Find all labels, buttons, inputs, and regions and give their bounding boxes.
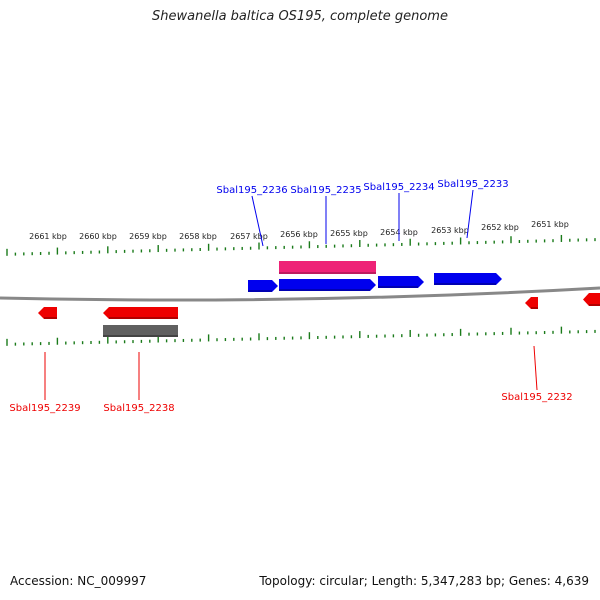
bottom-tick-track — [6, 326, 596, 346]
gene-features — [38, 261, 600, 337]
genome-summary: Topology: circular; Length: 5,347,283 bp… — [259, 574, 589, 588]
genome-backbone — [0, 286, 600, 302]
scale-tick-label: 2652 kbp — [481, 223, 519, 232]
top-tick-track — [6, 234, 596, 256]
gene-feature-sbal195-2232[interactable] — [525, 297, 538, 309]
gene-label-sbal195-2239[interactable]: Sbal195_2239 — [9, 403, 80, 414]
gene-feature-sbal195-2234[interactable] — [378, 276, 424, 288]
pink-feature[interactable] — [279, 261, 376, 274]
gene-label-sbal195-2235[interactable]: Sbal195_2235 — [290, 185, 361, 196]
gene-feature-sbal195-2233[interactable] — [434, 273, 502, 285]
gray-feature[interactable] — [103, 325, 178, 337]
scale-tick-label: 2651 kbp — [531, 220, 569, 229]
scale-tick-label: 2655 kbp — [330, 229, 368, 238]
leader-line — [466, 189, 474, 239]
gene-feature-sbal195-2235[interactable] — [279, 279, 376, 291]
label-leaders — [44, 189, 538, 400]
gene-feature-sbal195-2236[interactable] — [248, 280, 278, 292]
gene-label-sbal195-2238[interactable]: Sbal195_2238 — [103, 403, 174, 414]
scale-tick-label: 2656 kbp — [280, 230, 318, 239]
gene-feature-sbal195-2239[interactable] — [38, 307, 57, 319]
leader-line — [533, 345, 538, 391]
gene-feature-edge[interactable] — [583, 293, 600, 306]
gene-feature-sbal195-2238[interactable] — [103, 307, 178, 319]
genome-title: Shewanella baltica OS195, complete genom… — [152, 9, 448, 24]
accession-text: Accession: NC_009997 — [10, 574, 147, 588]
gene-label-sbal195-2232[interactable]: Sbal195_2232 — [501, 392, 572, 403]
gene-label-sbal195-2233[interactable]: Sbal195_2233 — [437, 179, 508, 190]
scale-tick-label: 2661 kbp — [29, 232, 67, 241]
gene-label-sbal195-2234[interactable]: Sbal195_2234 — [363, 182, 434, 193]
scale-tick-label: 2660 kbp — [79, 232, 117, 241]
scale-tick-label: 2653 kbp — [431, 226, 469, 235]
scale-tick-label: 2657 kbp — [230, 232, 268, 241]
leader-line — [251, 195, 264, 247]
gene-labels: Sbal195_2236 Sbal195_2235 Sbal195_2234 Sbal… — [9, 179, 572, 414]
scale-tick-label: 2659 kbp — [129, 232, 167, 241]
scale-tick-label: 2658 kbp — [179, 232, 217, 241]
scale-labels: 2661 kbp 2660 kbp 2659 kbp 2658 kbp 2657 kbp… — [29, 220, 569, 241]
gene-label-sbal195-2236[interactable]: Sbal195_2236 — [216, 185, 287, 196]
